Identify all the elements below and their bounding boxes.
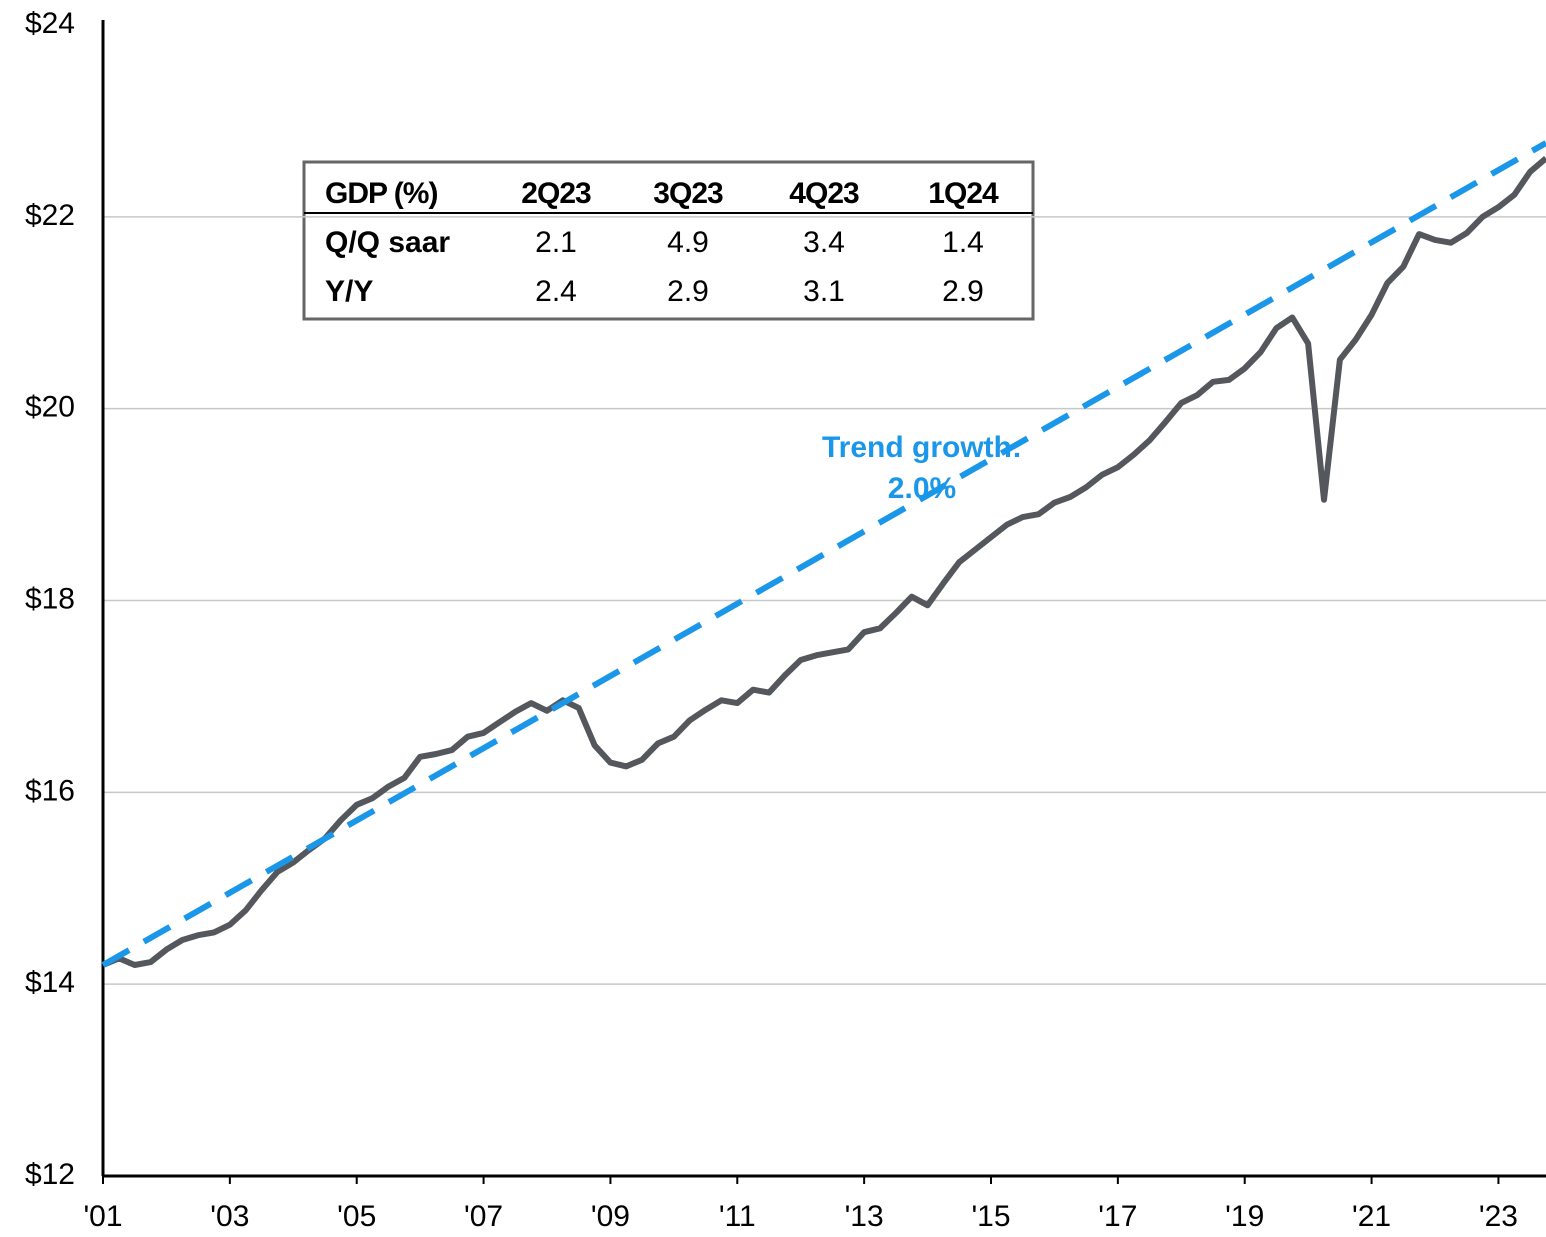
- annotation: 2.0%: [888, 472, 956, 505]
- y-tick-label: $24: [25, 7, 75, 40]
- x-tick-label: '07: [464, 1200, 503, 1233]
- table-cell: 3.4: [803, 226, 845, 259]
- table-header: 1Q24: [928, 177, 999, 210]
- y-tick-label: $22: [25, 199, 75, 232]
- table-cell: 4.9: [667, 226, 709, 259]
- table-cell: 2.9: [942, 275, 984, 308]
- x-tick-label: '13: [845, 1200, 884, 1233]
- table-cell: 3.1: [803, 275, 845, 308]
- table-row-label: Y/Y: [325, 275, 373, 308]
- trend-line: [101, 140, 1546, 968]
- x-tick-label: '09: [591, 1200, 630, 1233]
- y-tick-label: $18: [25, 582, 75, 615]
- table-header: 3Q23: [653, 177, 723, 210]
- table-cell: 2.4: [535, 275, 577, 308]
- y-tick-label: $12: [25, 1158, 75, 1191]
- table-header: 2Q23: [521, 177, 591, 210]
- table-row-label: Q/Q saar: [325, 226, 450, 259]
- table-cell: 2.9: [667, 275, 709, 308]
- x-tick-label: '17: [1098, 1200, 1137, 1233]
- table-box: [302, 160, 1035, 321]
- y-tick-label: $16: [25, 774, 75, 807]
- gdp-line: [101, 156, 1546, 968]
- table-header: 4Q23: [789, 177, 859, 210]
- x-tick-label: '03: [210, 1200, 249, 1233]
- table-header: GDP (%): [325, 177, 437, 210]
- y-tick-label: $14: [25, 966, 75, 999]
- table-cell: 1.4: [942, 226, 984, 259]
- table-cell: 2.1: [535, 226, 577, 259]
- y-tick-label: $20: [25, 391, 75, 424]
- x-tick-label: '11: [719, 1200, 756, 1233]
- x-tick-label: '19: [1225, 1200, 1264, 1233]
- x-tick-label: '15: [971, 1200, 1010, 1233]
- x-tick-label: '23: [1479, 1200, 1518, 1233]
- x-tick-label: '01: [83, 1200, 122, 1233]
- x-tick-label: '05: [337, 1200, 376, 1233]
- x-tick-label: '21: [1352, 1200, 1391, 1233]
- annotation: Trend growth:: [822, 431, 1022, 464]
